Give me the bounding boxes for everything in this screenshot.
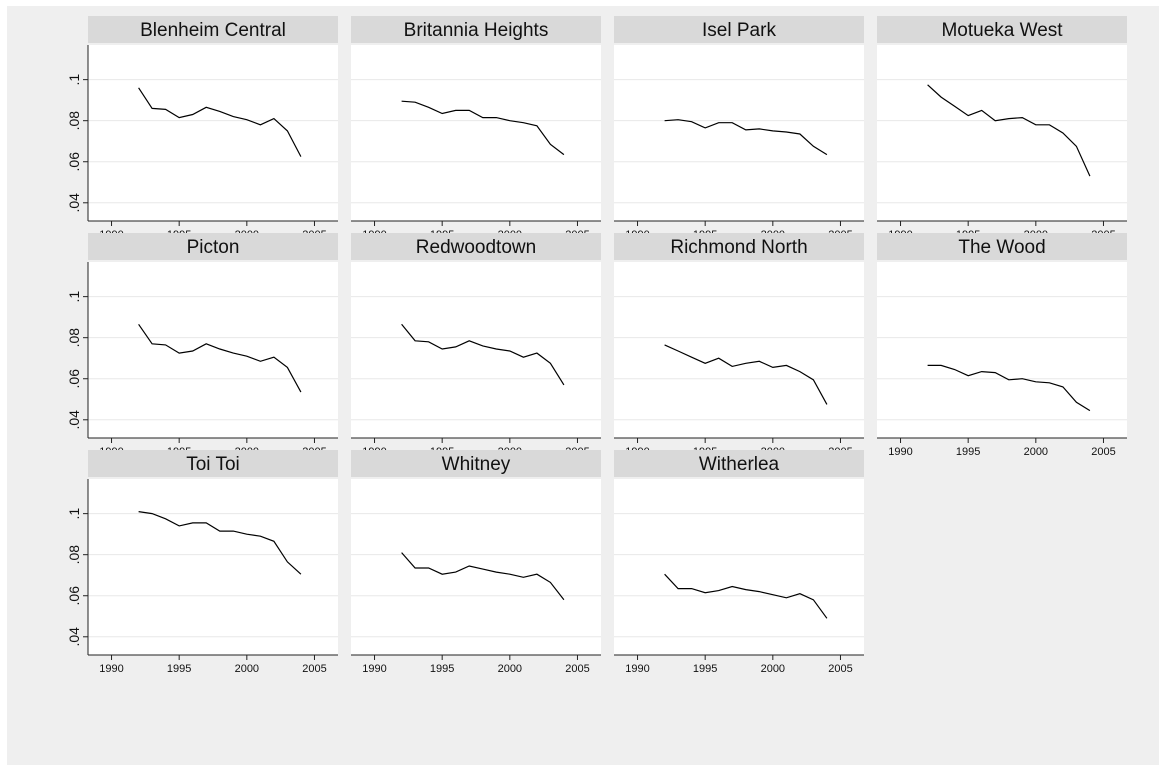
plot-area: [88, 262, 338, 438]
plot-area: [614, 479, 864, 655]
panel-title-strip: [614, 233, 864, 260]
panel-title: Britannia Heights: [404, 20, 549, 41]
panel-title: Picton: [187, 237, 240, 258]
panel-title: Toi Toi: [186, 454, 240, 475]
panel: Isel Park1990199520002005: [614, 16, 864, 241]
panel-title-strip: [877, 16, 1127, 43]
y-tick-label: .04: [66, 627, 82, 647]
series-line: [401, 323, 565, 386]
panel-title: Motueka West: [941, 20, 1063, 41]
series-line: [664, 119, 828, 156]
series-line: [138, 511, 302, 575]
x-tick-label: 1995: [956, 446, 980, 458]
panel-title: Redwoodtown: [416, 237, 536, 258]
panel: Richmond North1990199520002005: [614, 233, 864, 458]
panel-title-strip: [614, 450, 864, 477]
plot-area: [877, 45, 1127, 221]
y-tick-label: .08: [66, 545, 82, 565]
series-line: [138, 87, 302, 157]
y-tick-label: .1: [66, 291, 82, 303]
x-tick-label: 2005: [1091, 446, 1115, 458]
panel-title: Richmond North: [670, 237, 807, 258]
panel-title-strip: [351, 450, 601, 477]
panel-title-strip: [88, 450, 338, 477]
x-tick-label: 2000: [498, 663, 522, 675]
x-tick-label: 1990: [99, 663, 123, 675]
x-tick-label: 2000: [235, 663, 259, 675]
panel-title-strip: [88, 233, 338, 260]
y-tick-label: .06: [66, 152, 82, 172]
x-tick-label: 2005: [302, 663, 326, 675]
panel: Whitney 1990 1995 2000 2005: [351, 450, 601, 675]
panel-title: Isel Park: [702, 20, 776, 41]
series-line: [401, 552, 565, 601]
y-tick-label: .04: [66, 193, 82, 213]
panel-title: The Wood: [958, 237, 1045, 258]
panel-title-strip: [88, 16, 338, 43]
x-tick-label: 1995: [430, 663, 454, 675]
x-tick-label: 2005: [565, 663, 589, 675]
plot-area: [88, 45, 338, 221]
panel: Redwoodtown1990199520002005: [351, 233, 601, 458]
series-line: [927, 364, 1091, 412]
panel-title-strip: [877, 233, 1127, 260]
plot-area: [351, 262, 601, 438]
panel-title: Witherlea: [699, 454, 780, 475]
series-line: [138, 323, 302, 393]
panel: Blenheim Central.04.06.08.11990199520002…: [66, 16, 338, 241]
plot-area: [614, 45, 864, 221]
panel-title-strip: [351, 16, 601, 43]
panel-title-strip: [614, 16, 864, 43]
y-tick-label: .08: [66, 111, 82, 131]
x-tick-label: 1995: [167, 663, 191, 675]
panel: Motueka West1990199520002005: [877, 16, 1127, 241]
x-tick-label: 1990: [888, 446, 912, 458]
x-tick-label: 1990: [362, 663, 386, 675]
panel-title: Blenheim Central: [140, 20, 286, 41]
y-tick-label: .06: [66, 586, 82, 606]
panel: Britannia Heights1990199520002005: [351, 16, 601, 241]
panel-title: Whitney: [442, 454, 511, 475]
figure-background: Blenheim Central .04 .06 .08 .1 1990 1995 2000 2…: [7, 6, 1159, 765]
x-tick-label: 1990: [625, 663, 649, 675]
plot-area: [351, 45, 601, 221]
y-tick-label: .08: [66, 328, 82, 348]
y-tick-label: .06: [66, 369, 82, 389]
x-tick-label: 1995: [693, 663, 717, 675]
small-multiples-chart: Blenheim Central .04 .06 .08 .1 1990 1995 2000 2…: [66, 16, 1127, 675]
x-tick-label: 2000: [1024, 446, 1048, 458]
series-line: [664, 573, 828, 619]
y-tick-label: .1: [66, 74, 82, 86]
series-line: [927, 84, 1091, 177]
x-tick-label: 2005: [828, 663, 852, 675]
panel-title-strip: [351, 233, 601, 260]
y-tick-label: .04: [66, 410, 82, 430]
plot-area: [877, 262, 1127, 438]
plot-area: [88, 479, 338, 655]
panel: The Wood 1990 1995 2000 2005: [877, 233, 1127, 458]
series-line: [401, 100, 565, 156]
panel: Witherlea 1990 1995 2000 2005: [614, 450, 864, 675]
series-line: [664, 344, 828, 405]
x-tick-label: 2000: [761, 663, 785, 675]
panel: Toi Toi .04 .06 .08 .1 1990 1995 2000 2005: [66, 450, 338, 675]
y-tick-label: .1: [66, 508, 82, 520]
plot-area: [614, 262, 864, 438]
